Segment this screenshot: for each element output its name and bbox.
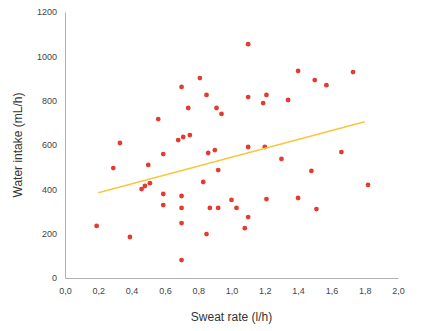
point: [197, 76, 202, 81]
point: [161, 152, 166, 157]
point: [296, 69, 301, 74]
point: [216, 168, 221, 173]
point: [179, 194, 184, 199]
chart: 0,0 0,2 0,4 0,6 0,8 1,0 1,2 1,4 1,6 1,8 2,0 0 200 400…: [0, 0, 441, 331]
point: [234, 206, 239, 211]
tick-label: 0,2: [93, 286, 106, 296]
point: [148, 181, 153, 186]
tick: 1200: [37, 7, 65, 17]
point: [201, 180, 206, 185]
point: [94, 224, 99, 229]
point: [181, 135, 186, 140]
axis-line: [65, 13, 66, 279]
point: [339, 150, 344, 155]
tick-label: 1,4: [292, 286, 305, 296]
point: [296, 196, 301, 201]
tick-label: 1000: [37, 52, 57, 62]
tick-label: 400: [42, 185, 57, 195]
tick-label: 0,6: [159, 286, 172, 296]
x-axis-title: Sweat rate (l/h): [191, 310, 272, 324]
tick: 0,8: [192, 278, 205, 296]
point: [179, 85, 184, 90]
tick-label: 800: [42, 96, 57, 106]
point: [214, 106, 219, 111]
point: [324, 83, 329, 88]
point: [187, 133, 192, 138]
axis-line: [66, 278, 399, 279]
point: [204, 93, 209, 98]
tick-label: 1,8: [359, 286, 372, 296]
tick: 0,0: [59, 278, 72, 296]
point: [156, 117, 161, 122]
point: [207, 206, 212, 211]
tick: 1,2: [259, 278, 272, 296]
tick-label: 1,6: [326, 286, 339, 296]
x-axis: 0,0 0,2 0,4 0,6 0,8 1,0 1,2 1,4 1,6 1,8 2,0: [59, 278, 405, 296]
point: [118, 141, 123, 146]
tick: 1000: [37, 52, 65, 62]
tick: 1,0: [226, 278, 239, 296]
point: [111, 166, 116, 171]
y-axis: 0 200 400 600 800 1000 1200: [37, 7, 66, 283]
point: [264, 93, 269, 98]
tick: 600: [42, 140, 65, 150]
point: [179, 258, 184, 263]
plot-area: [94, 42, 370, 263]
tick-label: 600: [42, 140, 57, 150]
point: [286, 98, 291, 103]
point: [143, 184, 148, 189]
tick: 0,6: [159, 278, 172, 296]
tick-label: 0,8: [192, 286, 205, 296]
tick-label: 0: [52, 273, 57, 283]
tick-label: 2,0: [392, 286, 405, 296]
point: [204, 232, 209, 237]
point: [146, 163, 151, 168]
point: [246, 145, 251, 150]
tick-label: 1,2: [259, 286, 272, 296]
point: [179, 221, 184, 226]
tick: 800: [42, 96, 65, 106]
point: [212, 148, 217, 153]
tick: 2,0: [392, 278, 405, 296]
point: [229, 198, 234, 203]
point: [309, 169, 314, 174]
tick: 1,8: [359, 278, 372, 296]
point: [314, 207, 319, 212]
point: [312, 78, 317, 83]
point: [279, 157, 284, 162]
point: [264, 197, 269, 202]
tick-label: 0,0: [59, 286, 72, 296]
point: [176, 138, 181, 143]
tick: 1,4: [292, 278, 305, 296]
tick-label: 1,0: [226, 286, 239, 296]
tick: 0: [52, 273, 65, 283]
point: [216, 206, 221, 211]
point: [246, 42, 251, 47]
point: [246, 215, 251, 220]
point: [128, 235, 133, 240]
tick-label: 1200: [37, 7, 57, 17]
tick: 400: [42, 185, 65, 195]
point: [186, 106, 191, 111]
tick: 0,4: [126, 278, 139, 296]
point: [179, 206, 184, 211]
tick: 1,6: [326, 278, 339, 296]
point: [242, 226, 247, 231]
point: [219, 112, 224, 117]
point: [366, 183, 371, 188]
tick-label: 0,4: [126, 286, 139, 296]
point: [261, 101, 266, 106]
point: [246, 95, 251, 100]
trend-line: [98, 122, 364, 193]
tick: 0,2: [93, 278, 106, 296]
point: [161, 192, 166, 197]
y-axis-title: Water intake (mL/h): [11, 93, 25, 198]
tick: 200: [42, 229, 65, 239]
point: [161, 203, 166, 208]
tick-label: 200: [42, 229, 57, 239]
point: [351, 70, 356, 75]
point: [206, 151, 211, 156]
